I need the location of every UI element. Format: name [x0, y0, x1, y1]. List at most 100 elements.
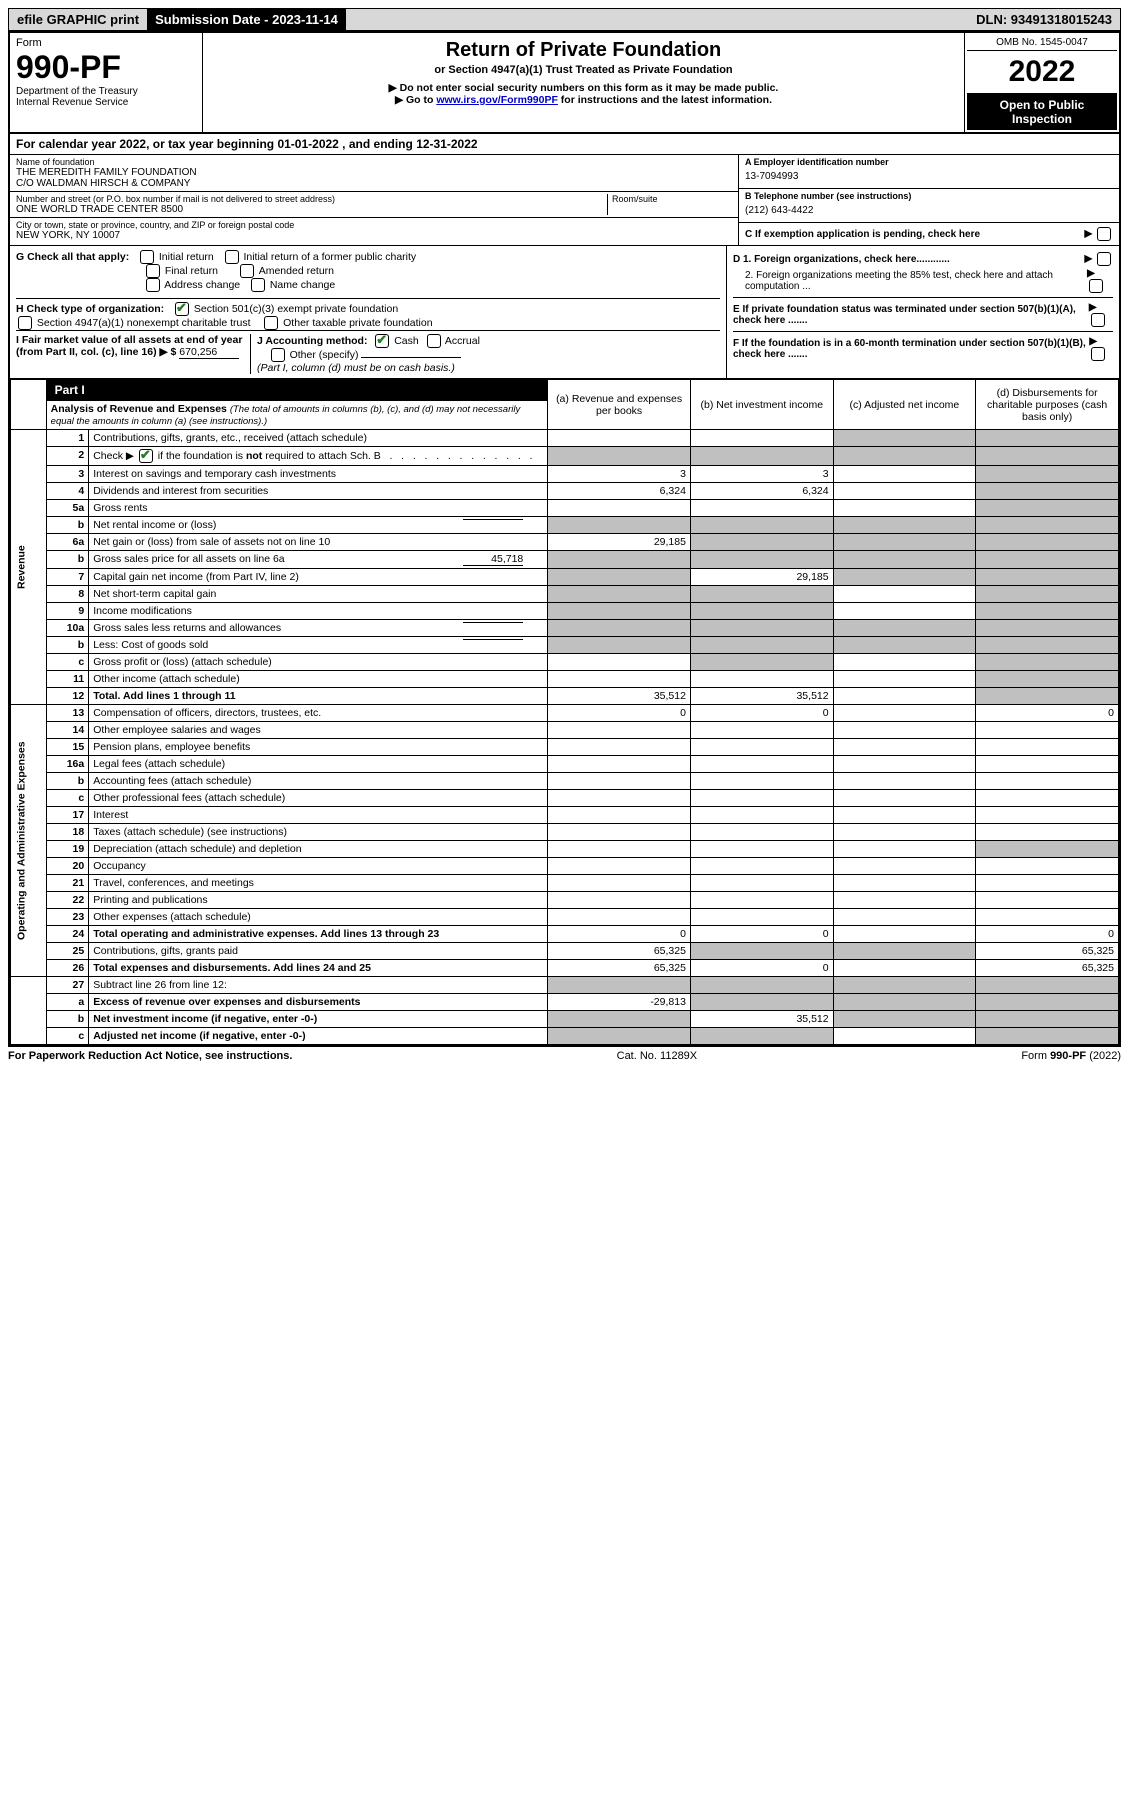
row-num: c	[46, 654, 89, 671]
opt-4947: Section 4947(a)(1) nonexempt charitable …	[37, 317, 251, 329]
table-row: cGross profit or (loss) (attach schedule…	[11, 654, 1119, 671]
row-desc: Accounting fees (attach schedule)	[89, 773, 548, 790]
table-row: 14Other employee salaries and wages	[11, 722, 1119, 739]
checkbox-cash[interactable]	[375, 334, 389, 348]
table-row: 12Total. Add lines 1 through 1135,51235,…	[11, 688, 1119, 705]
table-row: bAccounting fees (attach schedule)	[11, 773, 1119, 790]
note2-post: for instructions and the latest informat…	[558, 94, 772, 106]
city: NEW YORK, NY 10007	[16, 230, 732, 241]
row-desc: Check ▶ if the foundation is not require…	[89, 447, 548, 466]
table-row: 7Capital gain net income (from Part IV, …	[11, 569, 1119, 586]
row-desc: Less: Cost of goods sold	[89, 637, 548, 654]
row-desc: Interest	[89, 807, 548, 824]
note1: ▶ Do not enter social security numbers o…	[211, 82, 956, 94]
table-row: 10aGross sales less returns and allowanc…	[11, 620, 1119, 637]
table-row: bGross sales price for all assets on lin…	[11, 551, 1119, 569]
checkbox-schb[interactable]	[139, 449, 153, 463]
row-num: b	[46, 637, 89, 654]
checkbox-name[interactable]	[251, 278, 265, 292]
opt-other-tax: Other taxable private foundation	[283, 317, 432, 329]
row-num: 20	[46, 858, 89, 875]
table-row: cOther professional fees (attach schedul…	[11, 790, 1119, 807]
table-row: 9Income modifications	[11, 603, 1119, 620]
checkbox-initial[interactable]	[140, 250, 154, 264]
row-num: 19	[46, 841, 89, 858]
row-num: 12	[46, 688, 89, 705]
checkbox-f[interactable]	[1091, 347, 1105, 361]
table-row: bNet rental income or (loss)	[11, 517, 1119, 534]
table-row: cAdjusted net income (if negative, enter…	[11, 1028, 1119, 1045]
opt-final: Final return	[165, 265, 218, 277]
table-row: 17Interest	[11, 807, 1119, 824]
note2: ▶ Go to www.irs.gov/Form990PF for instru…	[211, 94, 956, 106]
cal-mid: , and ending	[339, 137, 416, 151]
row-num: 26	[46, 960, 89, 977]
opt-cash: Cash	[394, 335, 419, 347]
table-row: 26Total expenses and disbursements. Add …	[11, 960, 1119, 977]
row-num: c	[46, 790, 89, 807]
opt-amended: Amended return	[259, 265, 334, 277]
table-row: 11Other income (attach schedule)	[11, 671, 1119, 688]
row-desc: Adjusted net income (if negative, enter …	[89, 1028, 548, 1045]
dept: Department of the Treasury	[16, 86, 196, 97]
submission-date: Submission Date - 2023-11-14	[147, 9, 346, 30]
irs: Internal Revenue Service	[16, 97, 196, 108]
row-num: 24	[46, 926, 89, 943]
footer: For Paperwork Reduction Act Notice, see …	[8, 1047, 1121, 1062]
tax-year: 2022	[967, 51, 1117, 94]
col-d: (d) Disbursements for charitable purpose…	[976, 380, 1119, 430]
col-a: (a) Revenue and expenses per books	[548, 380, 691, 430]
checkbox-501c3[interactable]	[175, 302, 189, 316]
row-num: 11	[46, 671, 89, 688]
j-label: J Accounting method:	[257, 335, 367, 347]
opt-former: Initial return of a former public charit…	[243, 251, 416, 263]
checkbox-initial-former[interactable]	[225, 250, 239, 264]
row-num: 2	[46, 447, 89, 466]
row-desc: Legal fees (attach schedule)	[89, 756, 548, 773]
row-num: 23	[46, 909, 89, 926]
efile-label: efile GRAPHIC print	[9, 9, 147, 30]
footer-mid: Cat. No. 11289X	[617, 1050, 698, 1062]
omb: OMB No. 1545-0047	[967, 35, 1117, 51]
table-row: 18Taxes (attach schedule) (see instructi…	[11, 824, 1119, 841]
checkbox-d2[interactable]	[1089, 279, 1103, 293]
dln: DLN: 93491318015243	[968, 9, 1120, 30]
checkbox-4947[interactable]	[18, 316, 32, 330]
part1-label: Part I	[47, 380, 93, 400]
row-desc: Depreciation (attach schedule) and deple…	[89, 841, 548, 858]
row-desc: Occupancy	[89, 858, 548, 875]
row-desc: Other income (attach schedule)	[89, 671, 548, 688]
checkbox-other-acct[interactable]	[271, 348, 285, 362]
table-row: aExcess of revenue over expenses and dis…	[11, 994, 1119, 1011]
checkbox-e[interactable]	[1091, 313, 1105, 327]
form-link[interactable]: www.irs.gov/Form990PF	[436, 94, 558, 106]
row-num: 4	[46, 483, 89, 500]
row-num: 6a	[46, 534, 89, 551]
row-num: 13	[46, 705, 89, 722]
row-num: 18	[46, 824, 89, 841]
row-desc: Gross sales price for all assets on line…	[89, 551, 548, 569]
open-public: Open to Public Inspection	[967, 94, 1117, 130]
d1-label: D 1. Foreign organizations, check here..…	[733, 254, 950, 265]
table-row: Operating and Administrative Expenses13C…	[11, 705, 1119, 722]
row-num: 7	[46, 569, 89, 586]
form-header: Form 990-PF Department of the Treasury I…	[10, 33, 1119, 134]
table-row: 22Printing and publications	[11, 892, 1119, 909]
checkbox-final[interactable]	[146, 264, 160, 278]
checkbox-address[interactable]	[146, 278, 160, 292]
row-num: 16a	[46, 756, 89, 773]
table-row: 16aLegal fees (attach schedule)	[11, 756, 1119, 773]
checkbox-other-tax[interactable]	[264, 316, 278, 330]
opt-address: Address change	[164, 279, 240, 291]
d2-label: 2. Foreign organizations meeting the 85%…	[733, 270, 1087, 292]
row-num: 17	[46, 807, 89, 824]
checkbox-accrual[interactable]	[427, 334, 441, 348]
checkbox-amended[interactable]	[240, 264, 254, 278]
checkbox-d1[interactable]	[1097, 252, 1111, 266]
row-num: b	[46, 773, 89, 790]
entity-block: Name of foundation THE MEREDITH FAMILY F…	[10, 155, 1119, 246]
opt-accrual: Accrual	[445, 335, 480, 347]
row-num: 5a	[46, 500, 89, 517]
row-desc: Other professional fees (attach schedule…	[89, 790, 548, 807]
c-checkbox[interactable]	[1097, 227, 1111, 241]
